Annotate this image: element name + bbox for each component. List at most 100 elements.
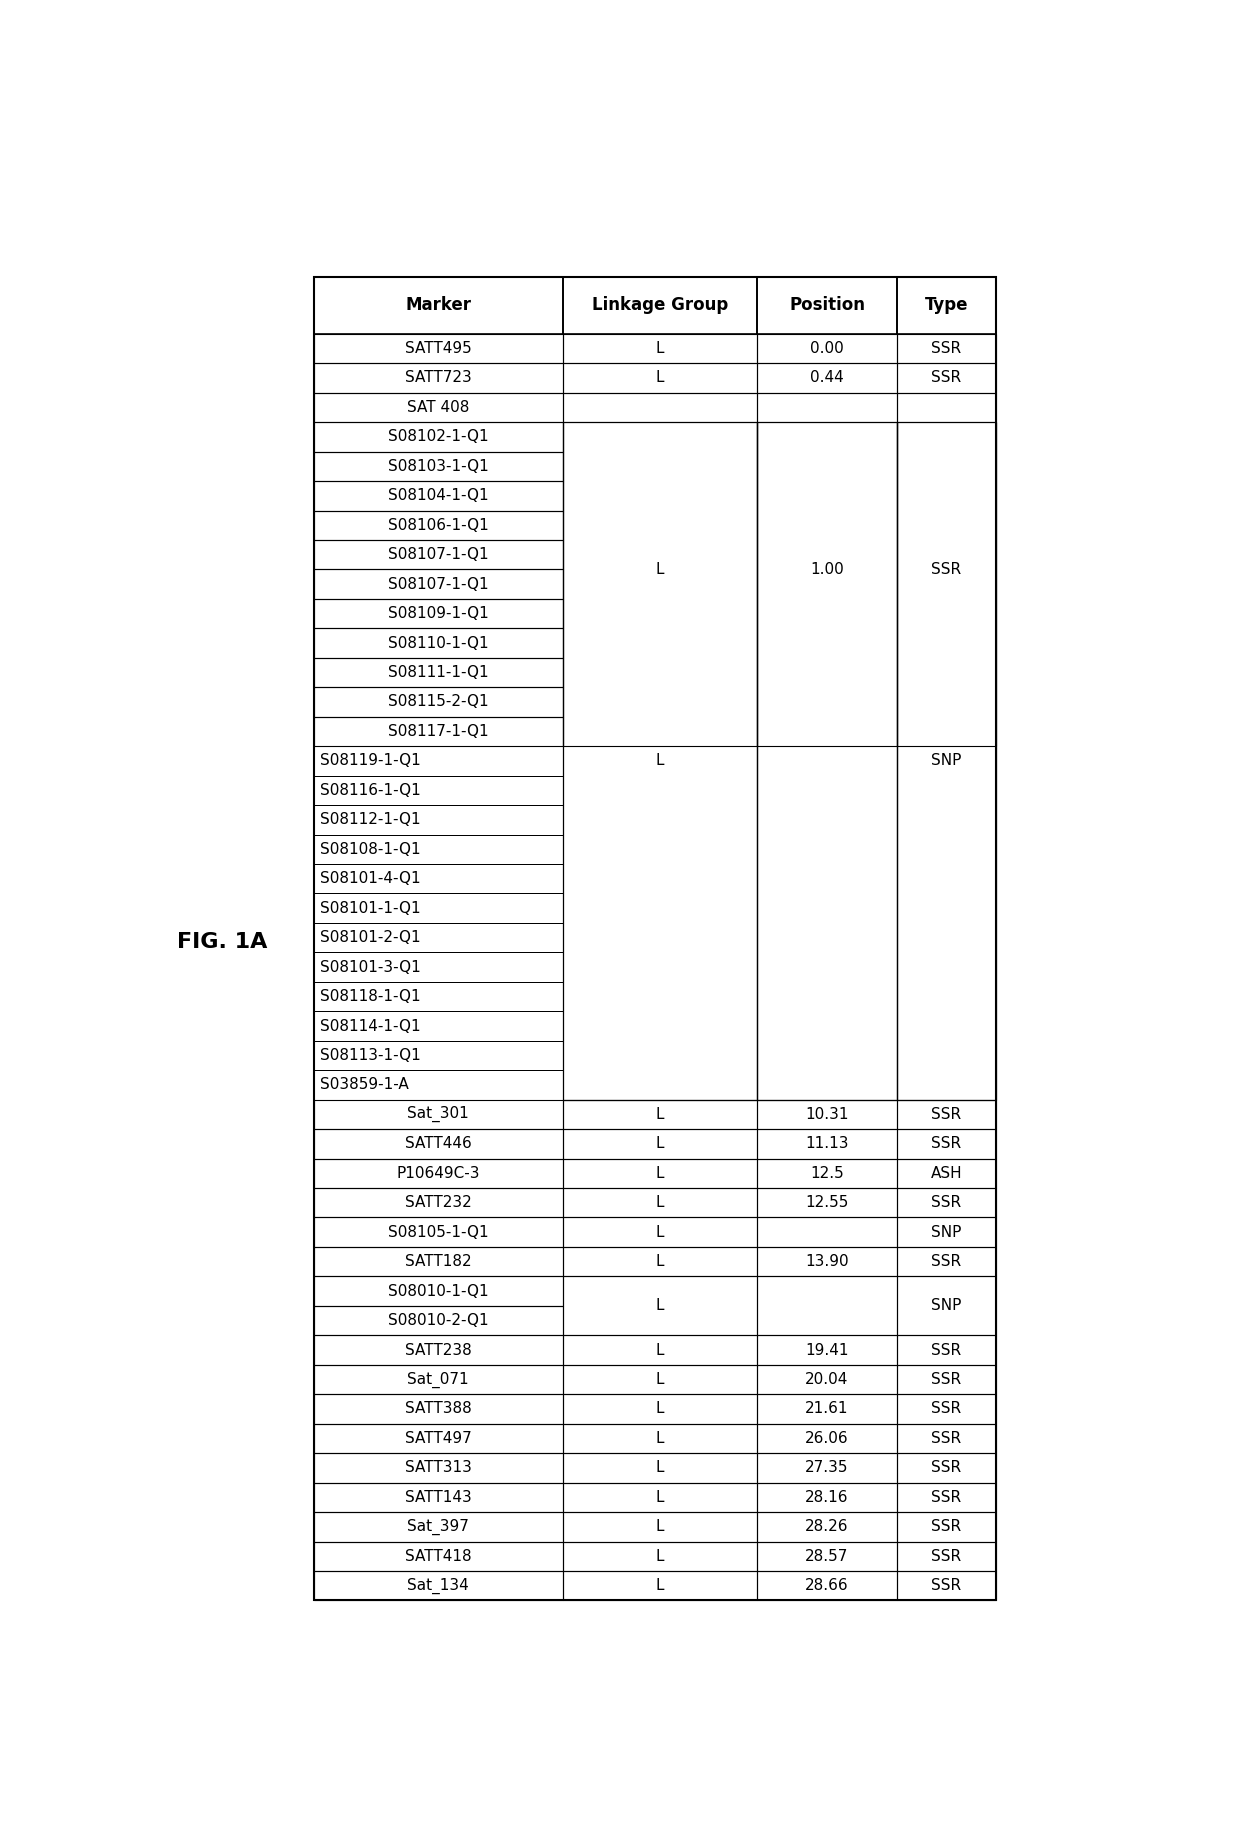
Bar: [563, 1424, 758, 1454]
Bar: [897, 393, 996, 746]
Text: L: L: [656, 1579, 665, 1594]
Text: L: L: [656, 1254, 665, 1270]
Bar: [897, 1395, 996, 1424]
Text: S08104-1-Q1: S08104-1-Q1: [388, 489, 489, 504]
Bar: [897, 423, 996, 1099]
Text: SATT495: SATT495: [404, 342, 471, 357]
Bar: [563, 364, 758, 393]
Bar: [897, 1483, 996, 1513]
Bar: [314, 1395, 563, 1424]
Text: Sat_134: Sat_134: [407, 1577, 469, 1594]
Text: L: L: [656, 1549, 665, 1564]
Text: SSR: SSR: [931, 1491, 961, 1505]
Bar: [314, 1571, 563, 1601]
Bar: [758, 1158, 897, 1187]
Bar: [563, 423, 758, 1099]
Text: P10649C-3: P10649C-3: [397, 1165, 480, 1180]
Text: ASH: ASH: [930, 1165, 962, 1180]
Bar: [314, 364, 563, 393]
Text: S08117-1-Q1: S08117-1-Q1: [388, 724, 489, 739]
Bar: [563, 278, 758, 335]
Text: 13.90: 13.90: [805, 1254, 849, 1270]
Text: 20.04: 20.04: [805, 1371, 848, 1388]
Bar: [758, 393, 897, 746]
Text: S08109-1-Q1: S08109-1-Q1: [388, 607, 489, 621]
Bar: [758, 1217, 897, 1246]
Bar: [314, 1129, 563, 1158]
Text: L: L: [656, 1224, 665, 1239]
Text: S08107-1-Q1: S08107-1-Q1: [388, 548, 489, 562]
Text: L: L: [656, 1195, 665, 1209]
Bar: [314, 278, 563, 335]
Text: 10.31: 10.31: [805, 1106, 848, 1121]
Bar: [314, 599, 563, 629]
Bar: [314, 452, 563, 482]
Bar: [314, 717, 563, 746]
Text: 21.61: 21.61: [805, 1401, 848, 1417]
Text: SSR: SSR: [931, 1401, 961, 1417]
Bar: [758, 278, 897, 335]
Text: L: L: [656, 1106, 665, 1121]
Bar: [563, 1276, 758, 1336]
Bar: [897, 1336, 996, 1366]
Bar: [758, 1571, 897, 1601]
Text: S08114-1-Q1: S08114-1-Q1: [320, 1018, 420, 1033]
Text: 19.41: 19.41: [805, 1342, 848, 1358]
Text: L: L: [656, 1491, 665, 1505]
Bar: [314, 1305, 563, 1336]
Text: S03859-1-A: S03859-1-A: [320, 1077, 409, 1092]
Bar: [758, 423, 897, 1099]
Bar: [314, 629, 563, 658]
Text: 28.66: 28.66: [805, 1579, 849, 1594]
Bar: [897, 1129, 996, 1158]
Text: S08101-2-Q1: S08101-2-Q1: [320, 930, 420, 945]
Text: L: L: [656, 1520, 665, 1535]
Bar: [563, 1187, 758, 1217]
Text: Sat_071: Sat_071: [407, 1371, 469, 1388]
Text: SSR: SSR: [931, 1579, 961, 1594]
Text: SSR: SSR: [931, 1371, 961, 1388]
Bar: [758, 1336, 897, 1366]
Text: SNP: SNP: [931, 754, 961, 768]
Text: S08111-1-Q1: S08111-1-Q1: [388, 665, 489, 680]
Bar: [314, 482, 563, 511]
Bar: [314, 864, 563, 893]
Text: L: L: [656, 754, 665, 768]
Bar: [314, 570, 563, 599]
Text: S08119-1-Q1: S08119-1-Q1: [320, 754, 422, 768]
Bar: [563, 335, 758, 364]
Text: S08118-1-Q1: S08118-1-Q1: [320, 989, 420, 1004]
Text: L: L: [656, 1165, 665, 1180]
Text: SATT143: SATT143: [404, 1491, 471, 1505]
Bar: [897, 278, 996, 335]
Text: S08106-1-Q1: S08106-1-Q1: [388, 518, 489, 533]
Text: SATT723: SATT723: [404, 371, 471, 386]
Text: S08107-1-Q1: S08107-1-Q1: [388, 577, 489, 592]
Bar: [563, 1395, 758, 1424]
Bar: [758, 1395, 897, 1424]
Bar: [758, 1129, 897, 1158]
Text: SATT388: SATT388: [404, 1401, 471, 1417]
Bar: [563, 1336, 758, 1366]
Bar: [314, 1217, 563, 1246]
Bar: [758, 335, 897, 364]
Text: Position: Position: [789, 296, 866, 314]
Bar: [897, 364, 996, 393]
Bar: [563, 1454, 758, 1483]
Bar: [314, 335, 563, 364]
Bar: [314, 952, 563, 981]
Bar: [563, 1246, 758, 1276]
Bar: [563, 1571, 758, 1601]
Bar: [314, 1366, 563, 1395]
Bar: [314, 805, 563, 834]
Text: SSR: SSR: [931, 1254, 961, 1270]
Bar: [897, 1187, 996, 1217]
Text: SSR: SSR: [931, 1195, 961, 1209]
Text: SNP: SNP: [931, 1224, 961, 1239]
Text: Sat_301: Sat_301: [407, 1106, 469, 1123]
Text: S08110-1-Q1: S08110-1-Q1: [388, 636, 489, 651]
Bar: [314, 1336, 563, 1366]
Text: S08101-4-Q1: S08101-4-Q1: [320, 871, 420, 886]
Bar: [314, 1187, 563, 1217]
Text: S08105-1-Q1: S08105-1-Q1: [388, 1224, 489, 1239]
